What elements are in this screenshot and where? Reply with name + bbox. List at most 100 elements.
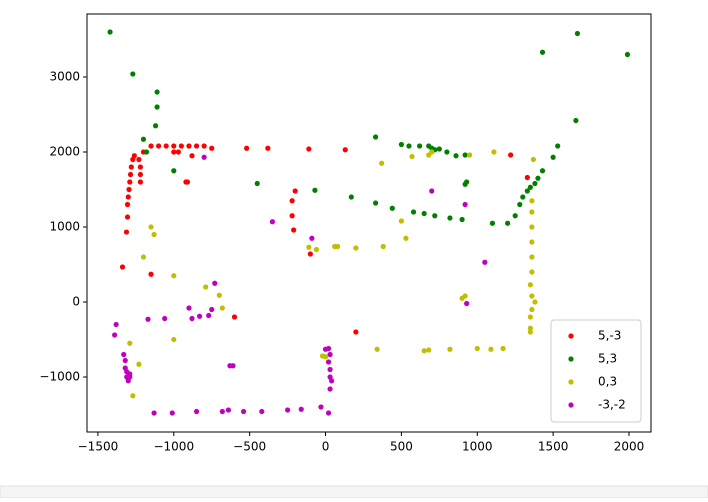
point [374,346,380,352]
legend-marker [568,402,574,408]
point [417,143,423,149]
point [178,143,184,149]
point [474,345,480,352]
point [306,146,312,152]
point [624,51,631,58]
point [289,213,295,219]
point [298,406,304,412]
point [148,224,154,230]
point [126,186,132,193]
point [482,259,488,265]
point [306,244,312,250]
point [162,315,168,322]
point [154,104,160,110]
point [327,366,333,373]
point [209,306,215,313]
point [444,149,450,155]
point [453,153,459,159]
point [426,347,432,353]
point [193,408,200,415]
x-tick-label: 2000 [614,440,645,454]
point [574,30,581,37]
point [508,152,514,158]
point [124,201,131,208]
point [186,305,192,311]
point [327,351,333,358]
point [462,201,468,208]
point [186,143,192,149]
point [184,179,191,185]
point [539,49,546,55]
point [505,220,511,226]
point [148,271,154,277]
point [259,408,265,415]
point [127,374,133,380]
point [137,164,144,170]
point [127,179,133,185]
point [244,145,250,151]
point [462,181,468,187]
point [152,123,159,129]
point [527,329,533,335]
point [500,345,506,352]
point [125,194,131,200]
y-tick-label: 0 [72,295,80,309]
point [527,282,533,288]
point [409,153,415,160]
point [529,306,535,313]
point [322,346,329,352]
x-tick-label: 0 [322,440,330,454]
point [112,332,118,338]
point [328,378,335,384]
point [156,143,162,149]
point [140,136,147,142]
y-tick-label: 1000 [49,220,80,234]
point [429,149,435,155]
legend-marker [568,333,574,339]
point [227,363,233,369]
point [447,346,453,352]
point [462,293,468,299]
point [307,251,313,257]
point [225,407,232,413]
point [127,171,134,178]
point [373,200,379,206]
point [169,410,175,416]
point [379,160,385,166]
point [398,218,404,224]
point [130,393,136,399]
point [530,156,537,163]
point [529,293,535,299]
point [529,209,535,215]
point [151,410,157,416]
point [107,29,113,35]
point [353,245,359,251]
point [124,214,131,220]
point [529,198,535,204]
y-tick-label: 2000 [49,145,80,159]
point [353,329,359,335]
point [535,175,541,181]
point [312,187,318,193]
point [403,235,409,241]
point [325,359,332,365]
point [171,336,177,343]
point [489,220,496,226]
legend-label: 0,3 [598,375,617,389]
point [421,348,427,354]
point [322,354,329,360]
point [171,143,177,149]
point [127,340,133,346]
point [447,215,453,221]
point [201,143,207,149]
point [459,216,465,223]
x-tick-label: −1500 [78,440,119,454]
point [209,145,215,151]
y-tick-label: 3000 [49,70,80,84]
output-border [0,485,708,499]
point [335,243,341,250]
point [573,117,579,124]
point [130,71,136,77]
point [512,213,518,219]
point [212,280,218,286]
